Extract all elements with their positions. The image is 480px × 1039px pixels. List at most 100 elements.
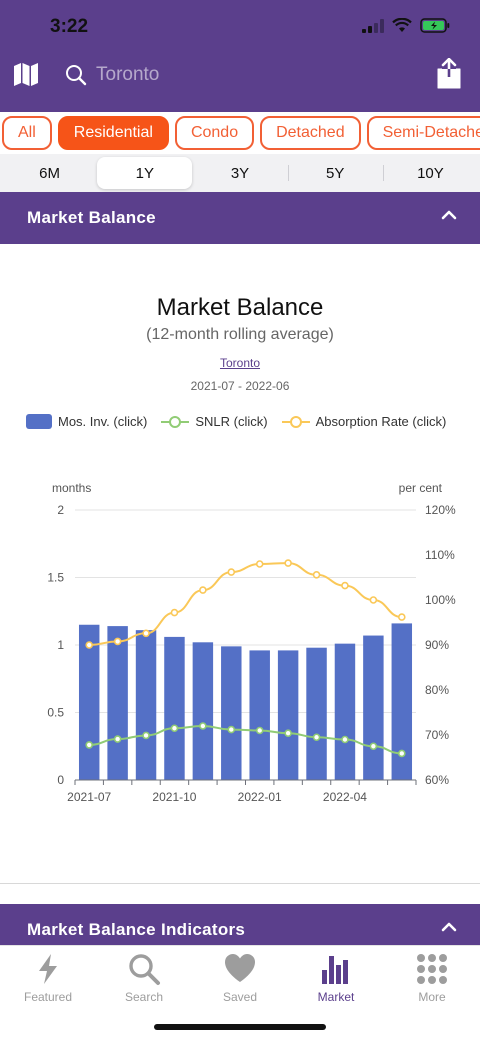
- filter-chip-detached[interactable]: Detached: [260, 116, 361, 150]
- point-snlr: [397, 749, 406, 758]
- chart-card: Market Balance (12-month rolling average…: [0, 244, 480, 884]
- point-absorption: [312, 571, 321, 579]
- status-time: 3:22: [50, 16, 89, 37]
- left-tick-label: 0.5: [47, 706, 64, 720]
- point-absorption: [341, 581, 349, 590]
- wifi-icon: [392, 18, 412, 32]
- bar-mos-inv: [249, 650, 270, 780]
- point-snlr: [312, 733, 321, 742]
- left-axis-title: months: [52, 481, 91, 495]
- point-absorption: [227, 568, 236, 576]
- point-snlr: [369, 742, 378, 751]
- point-absorption: [85, 641, 94, 649]
- right-tick-label: 120%: [425, 503, 456, 517]
- map-icon[interactable]: [12, 60, 40, 88]
- filter-chip-residential[interactable]: Residential: [57, 116, 169, 150]
- app-header: 3:22 Toronto: [0, 0, 480, 112]
- right-tick-label: 100%: [425, 593, 456, 607]
- legend-swatch-line: [281, 415, 310, 428]
- bar-mos-inv: [306, 647, 327, 780]
- legend-label: Mos. Inv. (click): [58, 414, 148, 429]
- period-6m[interactable]: 6M: [39, 164, 61, 182]
- point-absorption: [199, 586, 207, 594]
- bar-mos-inv: [192, 642, 214, 780]
- legend-label: SNLR (click): [195, 414, 268, 429]
- right-tick-label: 110%: [425, 548, 455, 562]
- point-snlr: [199, 722, 207, 730]
- region-link[interactable]: Toronto: [219, 356, 261, 370]
- right-axis-title: per cent: [399, 481, 443, 495]
- x-tick-label: 2021-10: [152, 790, 196, 802]
- legend-item-mos-inv[interactable]: Mos. Inv. (click): [26, 414, 147, 429]
- point-absorption: [284, 559, 292, 567]
- filter-chip-semi-detached[interactable]: Semi-Detached: [366, 116, 480, 150]
- tab-label: Featured: [23, 990, 73, 1004]
- chevron-up-icon[interactable]: [440, 918, 458, 936]
- tab-more[interactable]: More: [384, 952, 480, 1004]
- tab-featured[interactable]: Featured: [0, 952, 96, 1004]
- tab-saved[interactable]: Saved: [192, 952, 288, 1004]
- search-icon: [66, 65, 87, 86]
- left-tick-label: 2: [57, 503, 64, 517]
- share-icon[interactable]: [434, 58, 464, 90]
- left-tick-label: 0: [57, 773, 64, 787]
- legend-swatch-line: [161, 415, 190, 428]
- point-snlr: [85, 741, 94, 749]
- point-snlr: [341, 735, 349, 744]
- tab-label: Search: [124, 990, 164, 1004]
- status-icons: [362, 18, 450, 33]
- section-header-market-balance[interactable]: Market Balance: [0, 192, 480, 244]
- period-selector: 6M 1Y 3Y 5Y 10Y: [0, 154, 480, 192]
- bar-mos-inv: [135, 630, 157, 780]
- point-snlr: [227, 725, 236, 734]
- market-balance-chart: months per cent 0 0.5 1 1.5 2 60% 70% 80% 90% 100% 1…: [47, 481, 456, 802]
- legend-label: Absorption Rate (click): [315, 414, 447, 429]
- legend-item-snlr[interactable]: SNLR (click): [161, 414, 268, 429]
- period-5y[interactable]: 5Y: [287, 157, 383, 189]
- point-snlr: [113, 735, 122, 743]
- chevron-up-icon[interactable]: [440, 206, 458, 224]
- bar-mos-inv: [277, 650, 299, 780]
- search-field[interactable]: Toronto: [64, 58, 424, 92]
- point-absorption: [142, 629, 150, 638]
- legend-item-absorption-rate[interactable]: Absorption Rate (click): [281, 414, 447, 429]
- right-tick-label: 60%: [425, 773, 449, 787]
- point-snlr: [284, 729, 292, 738]
- grid-dots-icon: [417, 954, 447, 984]
- point-snlr: [142, 731, 150, 740]
- right-tick-label: 80%: [425, 683, 449, 697]
- point-snlr: [255, 726, 264, 735]
- left-tick-label: 1.5: [47, 571, 64, 585]
- point-absorption: [369, 596, 378, 604]
- date-range: 2021-07 - 2022-06: [190, 379, 290, 393]
- battery-icon: [420, 18, 450, 33]
- period-10y[interactable]: 10Y: [382, 157, 478, 189]
- right-tick-label: 70%: [425, 728, 449, 742]
- search-icon: [129, 954, 160, 985]
- bar-mos-inv: [107, 626, 128, 780]
- search-input[interactable]: Toronto: [96, 64, 160, 85]
- point-absorption: [397, 613, 406, 621]
- period-3y[interactable]: 3Y: [230, 164, 250, 182]
- tab-label: Market: [317, 990, 355, 1004]
- tab-label: Saved: [222, 990, 258, 1004]
- period-1y[interactable]: 1Y: [97, 157, 193, 189]
- section-title: Market Balance Indicators: [27, 920, 246, 939]
- point-absorption: [170, 608, 179, 617]
- filter-chip-all[interactable]: All: [2, 116, 52, 150]
- point-snlr: [170, 724, 179, 733]
- point-absorption: [113, 637, 122, 646]
- signal-icon: [362, 18, 384, 33]
- tab-market[interactable]: Market: [288, 952, 384, 1004]
- chart-title: Market Balance: [156, 294, 324, 321]
- bar-mos-inv: [391, 623, 413, 780]
- filter-chip-condo[interactable]: Condo: [174, 116, 255, 150]
- point-absorption: [255, 560, 264, 568]
- right-tick-label: 90%: [425, 638, 449, 652]
- bottom-tab-bar: Featured Search Saved Market More: [0, 945, 480, 1039]
- x-tick-label: 2021-07: [67, 790, 111, 802]
- tab-search[interactable]: Search: [96, 952, 192, 1004]
- section-title: Market Balance: [27, 208, 156, 227]
- bar-mos-inv: [221, 646, 242, 780]
- home-indicator: [154, 1024, 326, 1030]
